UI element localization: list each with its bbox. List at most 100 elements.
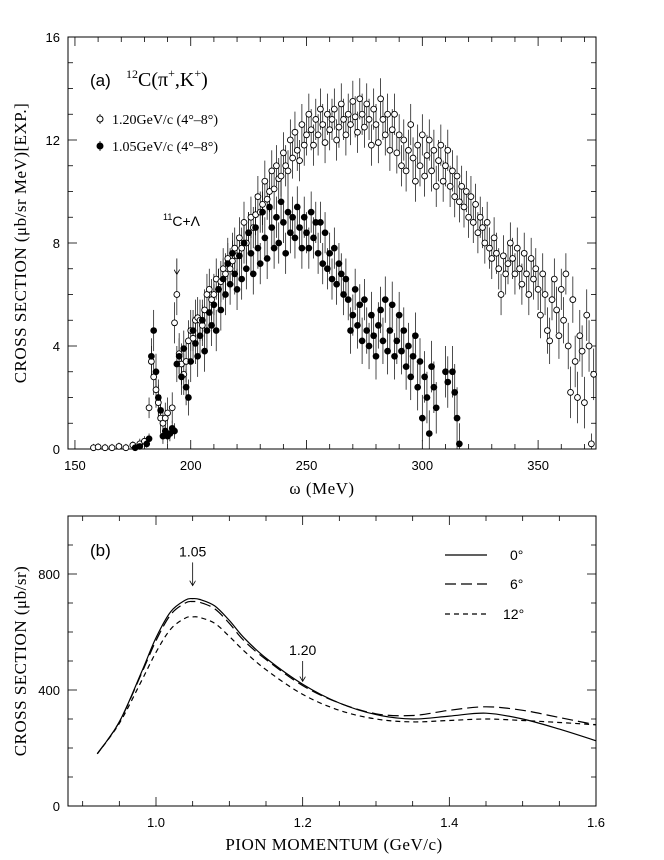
data-point-1-20 — [444, 146, 452, 154]
b-annotation-label: 1.20 — [289, 642, 316, 658]
data-point-1-20 — [340, 116, 347, 123]
data-point-1-05 — [374, 322, 382, 329]
data-point-1-20 — [310, 141, 317, 149]
data-point-1-20 — [259, 201, 266, 208]
data-point-1-20 — [377, 95, 384, 103]
data-point-1-05 — [395, 311, 403, 319]
data-point-1-20 — [296, 157, 303, 164]
data-point-1-20 — [421, 172, 428, 180]
data-point-1-05 — [453, 414, 461, 422]
data-point-1-20 — [435, 157, 442, 164]
a-ytick-label: 4 — [53, 339, 60, 354]
data-point-1-05 — [291, 234, 299, 242]
data-point-1-20 — [284, 167, 292, 175]
data-point-1-20 — [400, 136, 408, 144]
series-1-05 — [131, 198, 463, 452]
data-point-1-05 — [358, 337, 366, 345]
data-point-1-05 — [226, 280, 234, 288]
data-point-1-20 — [486, 244, 493, 252]
data-point-1-20 — [358, 110, 366, 118]
data-point-1-20 — [451, 193, 459, 201]
panel-a-legend: 1.20GeV/c (4°–8°) 1.05GeV/c (4°–8°) — [96, 113, 218, 155]
data-point-1-20 — [307, 126, 315, 134]
data-point-1-20 — [562, 270, 570, 278]
data-point-1-05 — [384, 347, 391, 355]
data-point-1-20 — [286, 136, 294, 144]
data-point-1-20 — [555, 332, 563, 340]
data-point-1-20 — [291, 128, 299, 136]
data-point-1-20 — [273, 162, 280, 170]
data-point-1-05 — [178, 373, 185, 381]
data-point-1-20 — [537, 311, 544, 319]
data-point-1-20 — [474, 229, 482, 237]
data-point-1-05 — [379, 337, 387, 345]
data-point-1-05 — [215, 286, 222, 293]
data-point-1-20 — [317, 105, 324, 113]
data-point-1-05 — [407, 373, 415, 381]
panel-b-annotations: 1.05 1.20 — [179, 543, 317, 681]
data-point-1-20 — [280, 149, 287, 157]
title-sup2: + — [194, 66, 201, 80]
data-point-1-20 — [500, 252, 507, 260]
data-point-1-05 — [342, 275, 350, 283]
data-point-1-20 — [379, 116, 387, 123]
data-point-1-05 — [388, 301, 396, 309]
data-point-1-20 — [328, 116, 336, 123]
data-point-1-20 — [472, 201, 479, 208]
data-point-1-20 — [425, 136, 433, 144]
data-point-1-05 — [280, 219, 287, 226]
panel-a-title: 12C(π+,K+) — [126, 66, 208, 91]
data-point-1-20 — [393, 149, 401, 157]
data-point-1-20 — [516, 265, 523, 273]
data-point-1-20 — [483, 219, 491, 226]
data-point-1-05 — [201, 347, 208, 355]
data-point-1-05 — [449, 368, 456, 376]
data-point-1-05 — [212, 327, 220, 334]
data-point-1-20 — [590, 370, 598, 378]
data-point-1-20 — [152, 386, 160, 394]
data-point-1-05 — [398, 347, 405, 355]
data-point-1-05 — [217, 306, 225, 314]
data-point-1-20 — [384, 110, 391, 118]
data-point-1-20 — [412, 177, 419, 185]
data-point-1-20 — [94, 443, 102, 451]
data-point-1-05 — [365, 342, 373, 350]
data-point-1-20 — [506, 239, 514, 247]
data-point-1-05 — [233, 286, 241, 293]
data-point-1-20 — [398, 162, 405, 170]
data-point-1-05 — [231, 270, 239, 278]
data-point-1-05 — [275, 239, 283, 247]
data-point-1-05 — [219, 275, 227, 283]
data-point-1-20 — [525, 291, 533, 298]
data-point-1-20 — [523, 270, 530, 278]
data-point-1-05 — [261, 234, 269, 242]
data-point-1-05 — [268, 224, 276, 231]
data-point-1-05 — [400, 327, 408, 334]
data-point-1-05 — [416, 358, 424, 365]
data-point-1-20 — [342, 131, 350, 139]
curve-short-dash — [96, 616, 597, 755]
data-point-1-20 — [513, 244, 521, 252]
data-point-1-20 — [305, 110, 313, 118]
panel-b-label: (b) — [90, 541, 111, 560]
data-point-1-20 — [539, 270, 547, 278]
data-point-1-20 — [416, 162, 424, 170]
data-point-1-20 — [509, 255, 516, 262]
data-point-1-20 — [330, 105, 338, 113]
data-point-1-05 — [321, 229, 329, 237]
data-point-1-20 — [541, 291, 549, 298]
data-point-1-05 — [307, 208, 315, 216]
annotation-11c-lambda: 11C+Λ — [163, 212, 201, 274]
data-point-1-05 — [150, 327, 158, 334]
panel-a-ylabel: CROSS SECTION (μb/sr MeV)[EXP.] — [11, 103, 30, 384]
data-point-1-05 — [305, 244, 313, 252]
data-point-1-05 — [372, 352, 380, 360]
data-point-1-05 — [414, 383, 422, 391]
data-point-1-05 — [266, 203, 273, 211]
a-xtick-label: 350 — [527, 458, 549, 473]
data-point-1-20 — [263, 195, 271, 203]
data-point-1-20 — [430, 146, 438, 154]
a-ytick-label: 16 — [46, 30, 60, 45]
data-point-1-05 — [326, 249, 334, 257]
data-point-1-20 — [442, 162, 449, 170]
